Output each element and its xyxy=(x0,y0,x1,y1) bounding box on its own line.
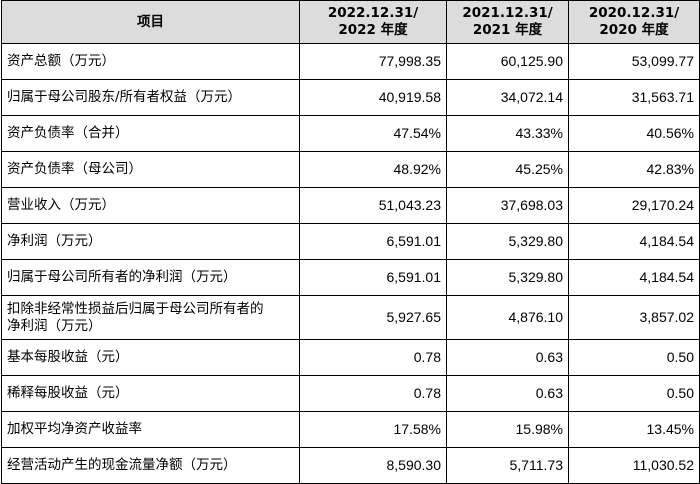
header-2020-year: 2020 年度 xyxy=(599,22,669,38)
row-label: 归属于母公司所有者的净利润（万元） xyxy=(1,259,300,296)
row-label: 经营活动产生的现金流量净额（万元） xyxy=(1,447,300,484)
cell-2021: 5,329.80 xyxy=(446,259,569,296)
cell-2021: 5,329.80 xyxy=(446,223,569,260)
table-row-net-profit-parent: 归属于母公司所有者的净利润（万元） 6,591.01 5,329.80 4,18… xyxy=(1,259,700,296)
cell-2021: 15.98% xyxy=(446,411,569,448)
cell-2022: 5,927.65 xyxy=(299,295,447,340)
header-2020: 2020.12.31/ 2020 年度 xyxy=(568,0,700,44)
cell-2021: 60,125.90 xyxy=(446,43,569,80)
cell-2022: 47.54% xyxy=(299,115,447,152)
row-label: 基本每股收益（元） xyxy=(1,339,300,376)
cell-2021: 43.33% xyxy=(446,115,569,152)
cell-2020: 42.83% xyxy=(568,151,700,188)
table-row-net-profit-deducted: 扣除非经常性损益后归属于母公司所有者的 净利润（万元） 5,927.65 4,8… xyxy=(1,295,700,340)
row-label: 资产负债率（合并） xyxy=(1,115,300,152)
cell-2020: 4,184.54 xyxy=(568,223,700,260)
cell-2021: 5,711.73 xyxy=(446,447,569,484)
row-label: 营业收入（万元） xyxy=(1,187,300,224)
row-label: 归属于母公司股东/所有者权益（万元） xyxy=(1,79,300,116)
cell-2022: 6,591.01 xyxy=(299,259,447,296)
table-row-roe: 加权平均净资产收益率 17.58% 15.98% 13.45% xyxy=(1,411,700,448)
cell-2020: 31,563.71 xyxy=(568,79,700,116)
cell-2021: 0.63 xyxy=(446,375,569,412)
row-label-line-2: 净利润（万元） xyxy=(7,317,102,334)
cell-2021: 4,876.10 xyxy=(446,295,569,340)
cell-2022: 40,919.58 xyxy=(299,79,447,116)
table-row-revenue: 营业收入（万元） 51,043.23 37,698.03 29,170.24 xyxy=(1,187,700,224)
header-2021-year: 2021 年度 xyxy=(472,22,543,38)
row-label: 加权平均净资产收益率 xyxy=(1,411,300,448)
cell-2020: 13.45% xyxy=(568,411,700,448)
header-2022: 2022.12.31/ 2022 年度 xyxy=(299,0,447,44)
cell-2022: 51,043.23 xyxy=(299,187,447,224)
table-row-diluted-eps: 稀释每股收益（元） 0.78 0.63 0.50 xyxy=(1,375,700,412)
header-item-label: 项目 xyxy=(137,13,164,30)
header-2022-date: 2022.12.31/ xyxy=(327,5,419,21)
cell-2020: 29,170.24 xyxy=(568,187,700,224)
cell-2021: 37,698.03 xyxy=(446,187,569,224)
row-label: 稀释每股收益（元） xyxy=(1,375,300,412)
table-row-basic-eps: 基本每股收益（元） 0.78 0.63 0.50 xyxy=(1,339,700,376)
header-2022-year: 2022 年度 xyxy=(338,22,408,38)
table-body: 资产总额（万元） 77,998.35 60,125.90 53,099.77 归… xyxy=(1,43,700,484)
cell-2022: 17.58% xyxy=(299,411,447,448)
table-row-debt-ratio-parent: 资产负债率（母公司） 48.92% 45.25% 42.83% xyxy=(1,151,700,188)
table-row-total-assets: 资产总额（万元） 77,998.35 60,125.90 53,099.77 xyxy=(1,43,700,80)
row-label: 扣除非经常性损益后归属于母公司所有者的 净利润（万元） xyxy=(1,295,300,340)
table-row-operating-cash-flow: 经营活动产生的现金流量净额（万元） 8,590.30 5,711.73 11,0… xyxy=(1,447,700,484)
cell-2021: 34,072.14 xyxy=(446,79,569,116)
cell-2022: 48.92% xyxy=(299,151,447,188)
table-row-net-profit: 净利润（万元） 6,591.01 5,329.80 4,184.54 xyxy=(1,223,700,260)
cell-2021: 0.63 xyxy=(446,339,569,376)
row-label: 净利润（万元） xyxy=(1,223,300,260)
cell-2022: 0.78 xyxy=(299,339,447,376)
cell-2022: 8,590.30 xyxy=(299,447,447,484)
row-label: 资产负债率（母公司） xyxy=(1,151,300,188)
row-label: 资产总额（万元） xyxy=(1,43,300,80)
header-row: 项目 2022.12.31/ 2022 年度 2021.12.31/ 2021 … xyxy=(1,0,700,44)
cell-2022: 6,591.01 xyxy=(299,223,447,260)
cell-2020: 40.56% xyxy=(568,115,700,152)
cell-2020: 0.50 xyxy=(568,375,700,412)
cell-2022: 0.78 xyxy=(299,375,447,412)
cell-2020: 53,099.77 xyxy=(568,43,700,80)
cell-2020: 11,030.52 xyxy=(568,447,700,484)
row-label-line-1: 扣除非经常性损益后归属于母公司所有者的 xyxy=(7,300,264,317)
cell-2020: 3,857.02 xyxy=(568,295,700,340)
cell-2022: 77,998.35 xyxy=(299,43,447,80)
table-row-debt-ratio-consolidated: 资产负债率（合并） 47.54% 43.33% 40.56% xyxy=(1,115,700,152)
cell-2020: 0.50 xyxy=(568,339,700,376)
table-row-equity: 归属于母公司股东/所有者权益（万元） 40,919.58 34,072.14 3… xyxy=(1,79,700,116)
header-2020-date: 2020.12.31/ xyxy=(588,5,680,21)
cell-2021: 45.25% xyxy=(446,151,569,188)
header-item: 项目 xyxy=(1,0,300,44)
header-2021-date: 2021.12.31/ xyxy=(462,5,553,21)
cell-2020: 4,184.54 xyxy=(568,259,700,296)
header-2021: 2021.12.31/ 2021 年度 xyxy=(446,0,569,44)
